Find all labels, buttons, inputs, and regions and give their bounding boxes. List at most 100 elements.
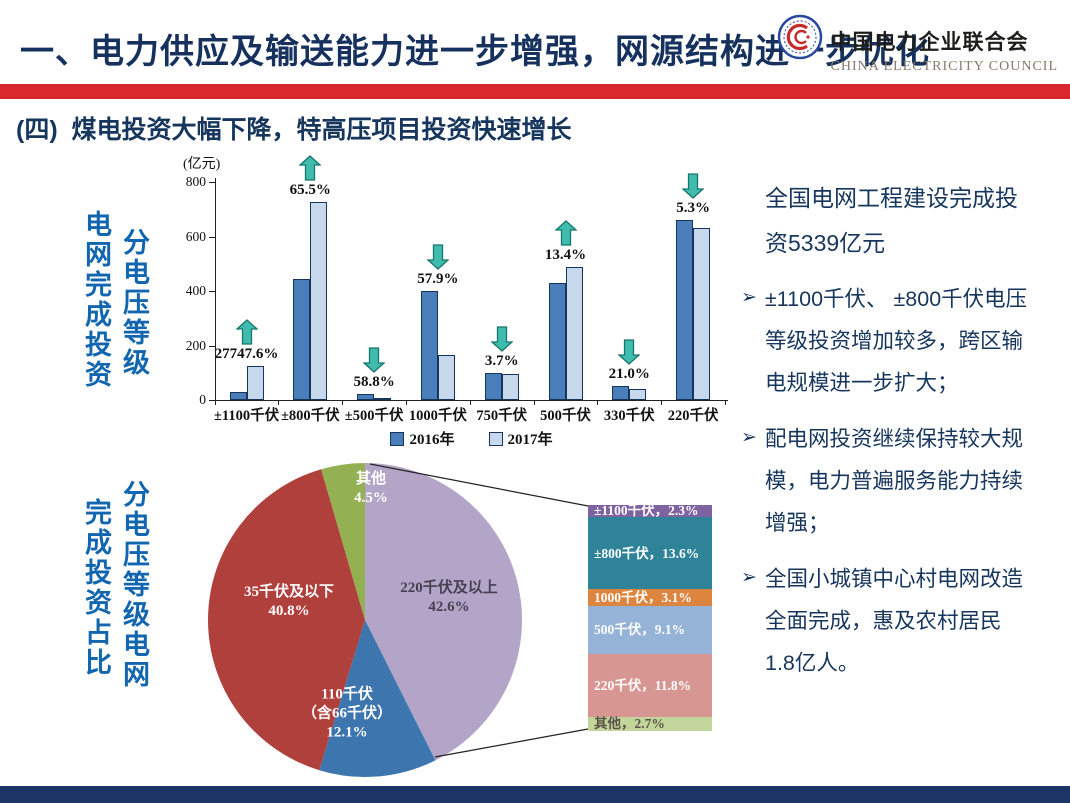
change-percent-label: 5.3% bbox=[676, 199, 710, 216]
pie-section-label-right: 分电压等级电网 bbox=[119, 480, 149, 690]
breakout-connector-line bbox=[434, 728, 589, 758]
legend-swatch-2016 bbox=[390, 431, 405, 446]
y-axis-tick-label: 600 bbox=[185, 228, 206, 244]
pie-label-110千伏（含66千伏）: 110千伏 （含66千伏） 12.1% bbox=[301, 686, 393, 741]
pie-section-label-left: 完成投资占比 bbox=[81, 498, 111, 678]
bar-2017年-330千伏 bbox=[629, 388, 647, 400]
bar-section-label-left: 电网完成投资 bbox=[81, 210, 111, 390]
bar-group-±1100千伏: 27747.6% bbox=[199, 319, 295, 400]
y-axis-tick bbox=[209, 236, 215, 238]
bar-2016年-±1100千伏 bbox=[229, 391, 247, 400]
breakout-segment-500千伏: 500千伏，9.1% bbox=[588, 605, 712, 655]
pie-slice-其他 bbox=[321, 463, 365, 620]
x-category-label: ±1100千伏 bbox=[213, 408, 280, 424]
bar-2016年-±800千伏 bbox=[293, 278, 311, 400]
y-axis-tick bbox=[209, 291, 215, 292]
change-percent-label: 21.0% bbox=[608, 365, 650, 382]
bar-section-label-right: 分电压等级 bbox=[119, 228, 149, 378]
bar-2017年-±500千伏 bbox=[374, 397, 392, 400]
breakout-segment-±800千伏: ±800千伏，13.6% bbox=[588, 517, 712, 590]
x-axis-tick bbox=[661, 401, 663, 405]
logo-name-en: CHINA ELECTRICITY COUNCIL bbox=[830, 59, 1058, 74]
breakout-connector-line bbox=[369, 463, 589, 507]
bar-group-±500千伏: 58.8% bbox=[326, 347, 422, 400]
bar-2016年-220千伏 bbox=[676, 219, 694, 400]
pie-label-其他: 其他 4.5% bbox=[354, 471, 388, 506]
breakout-segment-±1100千伏: ±1100千伏，2.3% bbox=[588, 504, 712, 518]
bar-chart-unit-label: (亿元) bbox=[183, 157, 221, 172]
bar-chart-y-axis bbox=[215, 178, 216, 400]
legend-item-2016: 2016年 bbox=[390, 428, 455, 449]
bar-2017年-500千伏 bbox=[565, 267, 583, 400]
x-category-label: 500千伏 bbox=[540, 408, 591, 424]
breakout-segment-其他: 其他，2.7% bbox=[588, 716, 712, 731]
x-axis-tick bbox=[469, 401, 471, 405]
x-category-label: 330千伏 bbox=[603, 408, 655, 424]
right-panel: 全国电网工程建设完成投资5339亿元 ➢ ±1100千伏、 ±800千伏电压等级投… bbox=[741, 176, 1031, 698]
logo-name-cn: 中国电力企业联合会 bbox=[830, 31, 1029, 54]
cec-logo-text: 中国电力企业联合会 CHINA ELECTRICITY COUNCIL bbox=[831, 14, 1058, 75]
bar-group-500千伏: 13.4% bbox=[518, 220, 614, 400]
legend-label-2016: 2016年 bbox=[409, 432, 455, 448]
x-category-label: ±800千伏 bbox=[280, 408, 340, 424]
x-category-label: ±500千伏 bbox=[344, 408, 404, 424]
change-percent-label: 27747.6% bbox=[214, 345, 279, 362]
y-axis-tick bbox=[209, 345, 215, 347]
breakout-segment-1000千伏: 1000千伏，3.1% bbox=[588, 589, 712, 606]
down-arrow-icon bbox=[682, 172, 705, 199]
panel-bullet-1: ➢ ±1100千伏、 ±800千伏电压等级投资增加较多，跨区输电规模进一步扩大； bbox=[741, 278, 1031, 404]
legend-item-2017: 2017年 bbox=[488, 428, 553, 449]
x-category-label: 220千伏 bbox=[667, 408, 719, 424]
change-percent-label: 3.7% bbox=[484, 352, 519, 369]
legend-label-2017: 2017年 bbox=[507, 432, 553, 448]
y-axis-tick bbox=[209, 400, 215, 401]
section-subtitle: (四) 煤电投资大幅下降，特高压项目投资快速增长 bbox=[16, 116, 572, 144]
x-category-label: 750千伏 bbox=[476, 408, 528, 424]
bar-group-1000千伏: 57.9% bbox=[390, 244, 486, 400]
x-axis-tick bbox=[533, 401, 535, 405]
bar-group-220千伏: 5.3% bbox=[645, 172, 741, 400]
x-axis-tick bbox=[214, 401, 216, 405]
bullet-text: 配电网投资继续保持较大规模，电力普遍服务能力持续增强； bbox=[765, 427, 1024, 535]
bar-chart-legend: 2016年 2017年 bbox=[215, 428, 728, 449]
down-arrow-icon bbox=[363, 347, 386, 373]
up-arrow-icon bbox=[299, 155, 322, 182]
y-axis-tick-label: 400 bbox=[185, 283, 206, 298]
bar-group-750千伏: 3.7% bbox=[454, 326, 550, 400]
bullet-arrow-icon: ➢ bbox=[741, 567, 757, 588]
x-axis-tick bbox=[597, 401, 599, 405]
panel-heading: 全国电网工程建设完成投资5339亿元 bbox=[765, 185, 1018, 256]
bar-2016年-1000千伏 bbox=[420, 291, 438, 400]
bar-2017年-±800千伏 bbox=[310, 202, 328, 400]
panel-bullet-3: ➢ 全国小城镇中心村电网改造全面完成，惠及农村居民1.8亿人。 bbox=[741, 558, 1031, 684]
bar-2016年-±500千伏 bbox=[357, 394, 375, 400]
bullet-text: ±1100千伏、 ±800千伏电压等级投资增加较多，跨区输电规模进一步扩大； bbox=[765, 287, 1028, 395]
y-axis-tick-label: 200 bbox=[185, 337, 206, 353]
bar-2017年-1000千伏 bbox=[437, 354, 455, 400]
change-percent-label: 65.5% bbox=[289, 182, 331, 199]
change-percent-label: 13.4% bbox=[544, 247, 587, 264]
bar-2017年-±1100千伏 bbox=[246, 365, 264, 400]
header-red-divider bbox=[0, 84, 1070, 99]
bullet-text: 全国小城镇中心村电网改造全面完成，惠及农村居民1.8亿人。 bbox=[765, 567, 1024, 675]
down-arrow-icon bbox=[426, 244, 449, 270]
footer-bar bbox=[0, 786, 1070, 803]
panel-bullet-2: ➢ 配电网投资继续保持较大规模，电力普遍服务能力持续增强； bbox=[741, 418, 1031, 544]
legend-swatch-2017 bbox=[488, 431, 503, 446]
bar-2016年-500千伏 bbox=[548, 283, 566, 400]
cec-logo-emblem bbox=[777, 14, 822, 60]
cec-logo: 中国电力企业联合会 CHINA ELECTRICITY COUNCIL bbox=[777, 14, 1058, 75]
x-category-label: 1000千伏 bbox=[408, 408, 467, 424]
change-percent-label: 58.8% bbox=[353, 374, 395, 391]
y-axis-tick bbox=[209, 182, 215, 183]
breakout-segment-220千伏: 220千伏，11.8% bbox=[588, 654, 712, 717]
y-axis-tick-label: 800 bbox=[185, 174, 206, 189]
pie-slice-110千伏（含66千伏） bbox=[319, 620, 436, 777]
bar-2016年-750千伏 bbox=[484, 372, 502, 400]
bar-chart-x-axis bbox=[215, 400, 728, 401]
down-arrow-icon bbox=[618, 339, 641, 365]
y-axis-tick-label: 0 bbox=[199, 392, 206, 407]
up-arrow-icon bbox=[554, 220, 577, 246]
